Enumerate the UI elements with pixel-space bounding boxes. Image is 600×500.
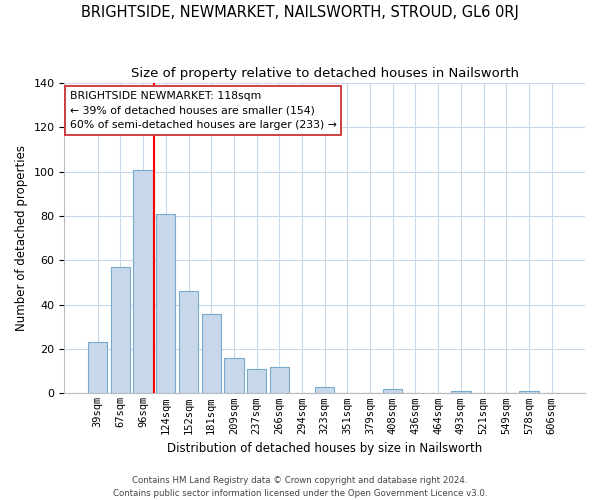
Bar — [202, 314, 221, 394]
Bar — [111, 267, 130, 394]
Y-axis label: Number of detached properties: Number of detached properties — [15, 145, 28, 331]
Bar — [179, 292, 198, 394]
Bar — [247, 369, 266, 394]
Bar — [224, 358, 244, 394]
Bar — [520, 391, 539, 394]
Text: BRIGHTSIDE NEWMARKET: 118sqm
← 39% of detached houses are smaller (154)
60% of s: BRIGHTSIDE NEWMARKET: 118sqm ← 39% of de… — [70, 91, 337, 130]
X-axis label: Distribution of detached houses by size in Nailsworth: Distribution of detached houses by size … — [167, 442, 482, 455]
Bar — [383, 389, 403, 394]
Bar — [133, 170, 153, 394]
Bar — [269, 367, 289, 394]
Bar — [451, 391, 470, 394]
Bar — [156, 214, 175, 394]
Bar — [315, 386, 334, 394]
Text: Contains HM Land Registry data © Crown copyright and database right 2024.
Contai: Contains HM Land Registry data © Crown c… — [113, 476, 487, 498]
Text: BRIGHTSIDE, NEWMARKET, NAILSWORTH, STROUD, GL6 0RJ: BRIGHTSIDE, NEWMARKET, NAILSWORTH, STROU… — [81, 5, 519, 20]
Title: Size of property relative to detached houses in Nailsworth: Size of property relative to detached ho… — [131, 68, 519, 80]
Bar — [88, 342, 107, 394]
